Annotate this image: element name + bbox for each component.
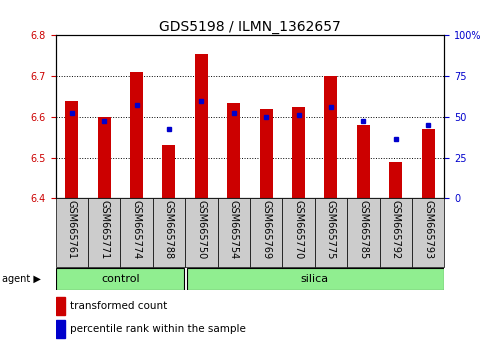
Text: GSM665750: GSM665750: [197, 200, 206, 259]
Title: GDS5198 / ILMN_1362657: GDS5198 / ILMN_1362657: [159, 21, 341, 34]
FancyBboxPatch shape: [250, 198, 283, 267]
Bar: [56, 297, 65, 315]
Text: GSM665771: GSM665771: [99, 200, 109, 259]
Bar: [227, 103, 240, 198]
Text: GSM665754: GSM665754: [229, 200, 239, 259]
Bar: [389, 162, 402, 198]
Text: GSM665792: GSM665792: [391, 200, 401, 259]
Text: GSM665785: GSM665785: [358, 200, 369, 259]
Bar: [260, 109, 272, 198]
Bar: [65, 101, 78, 198]
Text: GSM665761: GSM665761: [67, 200, 77, 259]
Text: GSM665770: GSM665770: [294, 200, 303, 259]
FancyBboxPatch shape: [347, 198, 380, 267]
Bar: [357, 125, 370, 198]
FancyBboxPatch shape: [185, 198, 217, 267]
Bar: [56, 320, 65, 338]
FancyBboxPatch shape: [380, 198, 412, 267]
Bar: [162, 145, 175, 198]
FancyBboxPatch shape: [283, 198, 315, 267]
Text: percentile rank within the sample: percentile rank within the sample: [71, 324, 246, 334]
FancyBboxPatch shape: [412, 198, 444, 267]
Bar: [195, 54, 208, 198]
Text: GSM665774: GSM665774: [131, 200, 142, 259]
Bar: [325, 76, 338, 198]
FancyBboxPatch shape: [120, 198, 153, 267]
Text: agent ▶: agent ▶: [2, 274, 41, 284]
FancyBboxPatch shape: [56, 268, 184, 290]
Text: control: control: [101, 274, 140, 284]
FancyBboxPatch shape: [88, 198, 120, 267]
FancyBboxPatch shape: [56, 198, 88, 267]
Bar: [422, 129, 435, 198]
Text: GSM665775: GSM665775: [326, 200, 336, 260]
Text: GSM665788: GSM665788: [164, 200, 174, 259]
FancyBboxPatch shape: [153, 198, 185, 267]
FancyBboxPatch shape: [217, 198, 250, 267]
Bar: [292, 107, 305, 198]
FancyBboxPatch shape: [315, 198, 347, 267]
Text: silica: silica: [301, 274, 329, 284]
Text: GSM665793: GSM665793: [423, 200, 433, 259]
Bar: [98, 117, 111, 198]
Text: transformed count: transformed count: [71, 301, 168, 311]
Bar: [130, 72, 143, 198]
Text: GSM665769: GSM665769: [261, 200, 271, 259]
FancyBboxPatch shape: [187, 268, 444, 290]
